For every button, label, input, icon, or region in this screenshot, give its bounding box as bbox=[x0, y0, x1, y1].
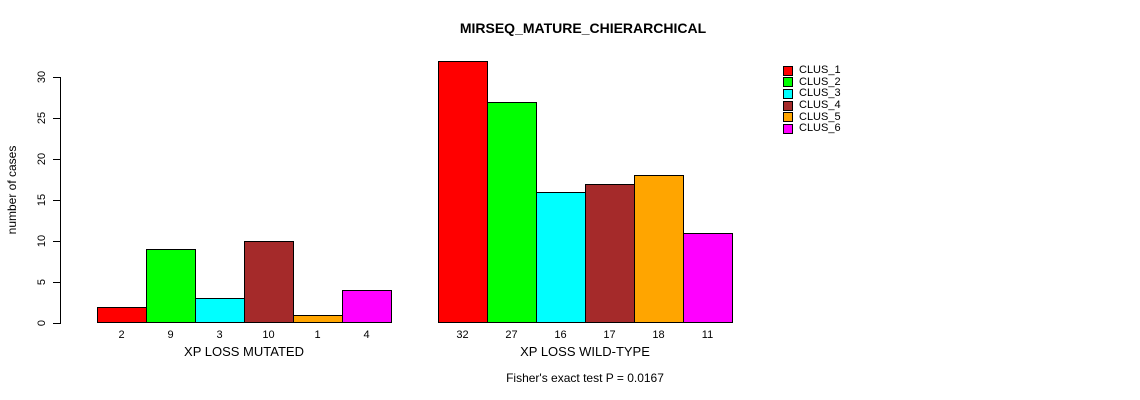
legend-item-label: CLUS_1 bbox=[799, 64, 841, 77]
y-tick-label: 20 bbox=[36, 152, 48, 166]
legend-swatch bbox=[783, 88, 793, 99]
legend-item: CLUS_1 bbox=[783, 65, 841, 77]
bar bbox=[438, 60, 488, 323]
bar bbox=[683, 232, 733, 323]
legend-swatch bbox=[783, 77, 793, 88]
y-tick-label: 0 bbox=[36, 319, 48, 327]
y-tick-label: 15 bbox=[36, 193, 48, 207]
y-tick-label: 30 bbox=[36, 70, 48, 84]
bar bbox=[342, 290, 392, 323]
y-tick-label: 25 bbox=[36, 111, 48, 125]
y-tick-mark bbox=[53, 282, 60, 283]
legend-swatch bbox=[783, 112, 793, 123]
bar bbox=[536, 191, 586, 323]
y-tick-mark bbox=[53, 241, 60, 242]
y-tick-mark bbox=[53, 159, 60, 160]
bar-value-label: 9 bbox=[167, 329, 174, 341]
legend-item-label: CLUS_3 bbox=[799, 87, 841, 100]
legend-item-label: CLUS_2 bbox=[799, 75, 841, 88]
bar bbox=[195, 298, 245, 323]
legend-item-label: CLUS_5 bbox=[799, 110, 841, 123]
bar-value-label: 3 bbox=[216, 329, 223, 341]
legend-item-label: CLUS_6 bbox=[799, 122, 841, 135]
bar-value-label: 17 bbox=[603, 329, 616, 341]
bar-value-label: 2 bbox=[118, 329, 125, 341]
bar-value-label: 11 bbox=[701, 329, 714, 341]
bar-value-label: 27 bbox=[505, 329, 518, 341]
legend: CLUS_1 CLUS_2 CLUS_3 CLUS_4 CLUS_5 CLUS_6 bbox=[783, 65, 841, 135]
bar bbox=[293, 314, 343, 323]
y-tick-mark bbox=[53, 200, 60, 201]
chart-title: MIRSEQ_MATURE_CHIERARCHICAL bbox=[459, 20, 707, 36]
bar-value-label: 16 bbox=[554, 329, 567, 341]
bar bbox=[244, 241, 294, 323]
legend-item: CLUS_2 bbox=[783, 75, 841, 89]
bar-value-label: 10 bbox=[262, 329, 275, 341]
group-label: XP LOSS WILD-TYPE bbox=[520, 344, 650, 359]
group-label: XP LOSS MUTATED bbox=[184, 344, 304, 359]
legend-item-label: CLUS_4 bbox=[799, 99, 841, 112]
bar-value-label: 32 bbox=[456, 329, 469, 341]
y-tick-label: 10 bbox=[36, 234, 48, 248]
legend-item: CLUS_3 bbox=[783, 88, 841, 100]
bar-value-label: 18 bbox=[652, 329, 665, 341]
bar bbox=[634, 175, 684, 323]
legend-item: CLUS_4 bbox=[783, 100, 841, 112]
legend-item: CLUS_5 bbox=[783, 111, 841, 123]
bar bbox=[585, 183, 635, 323]
legend-swatch bbox=[783, 123, 793, 134]
y-axis-line bbox=[60, 77, 61, 324]
footnote: Fisher's exact test P = 0.0167 bbox=[506, 371, 664, 385]
legend-item: CLUS_6 bbox=[783, 123, 841, 135]
y-tick-mark bbox=[53, 77, 60, 78]
bar bbox=[146, 249, 196, 323]
y-tick-mark bbox=[53, 323, 60, 324]
legend-swatch bbox=[783, 65, 793, 76]
bar bbox=[487, 101, 537, 323]
y-tick-label: 5 bbox=[36, 278, 48, 286]
bar bbox=[97, 306, 147, 323]
y-tick-mark bbox=[53, 118, 60, 119]
bar-value-label: 4 bbox=[363, 329, 370, 341]
legend-swatch bbox=[783, 100, 793, 111]
bar-value-label: 1 bbox=[314, 329, 321, 341]
y-axis-label: number of cases bbox=[5, 145, 19, 235]
